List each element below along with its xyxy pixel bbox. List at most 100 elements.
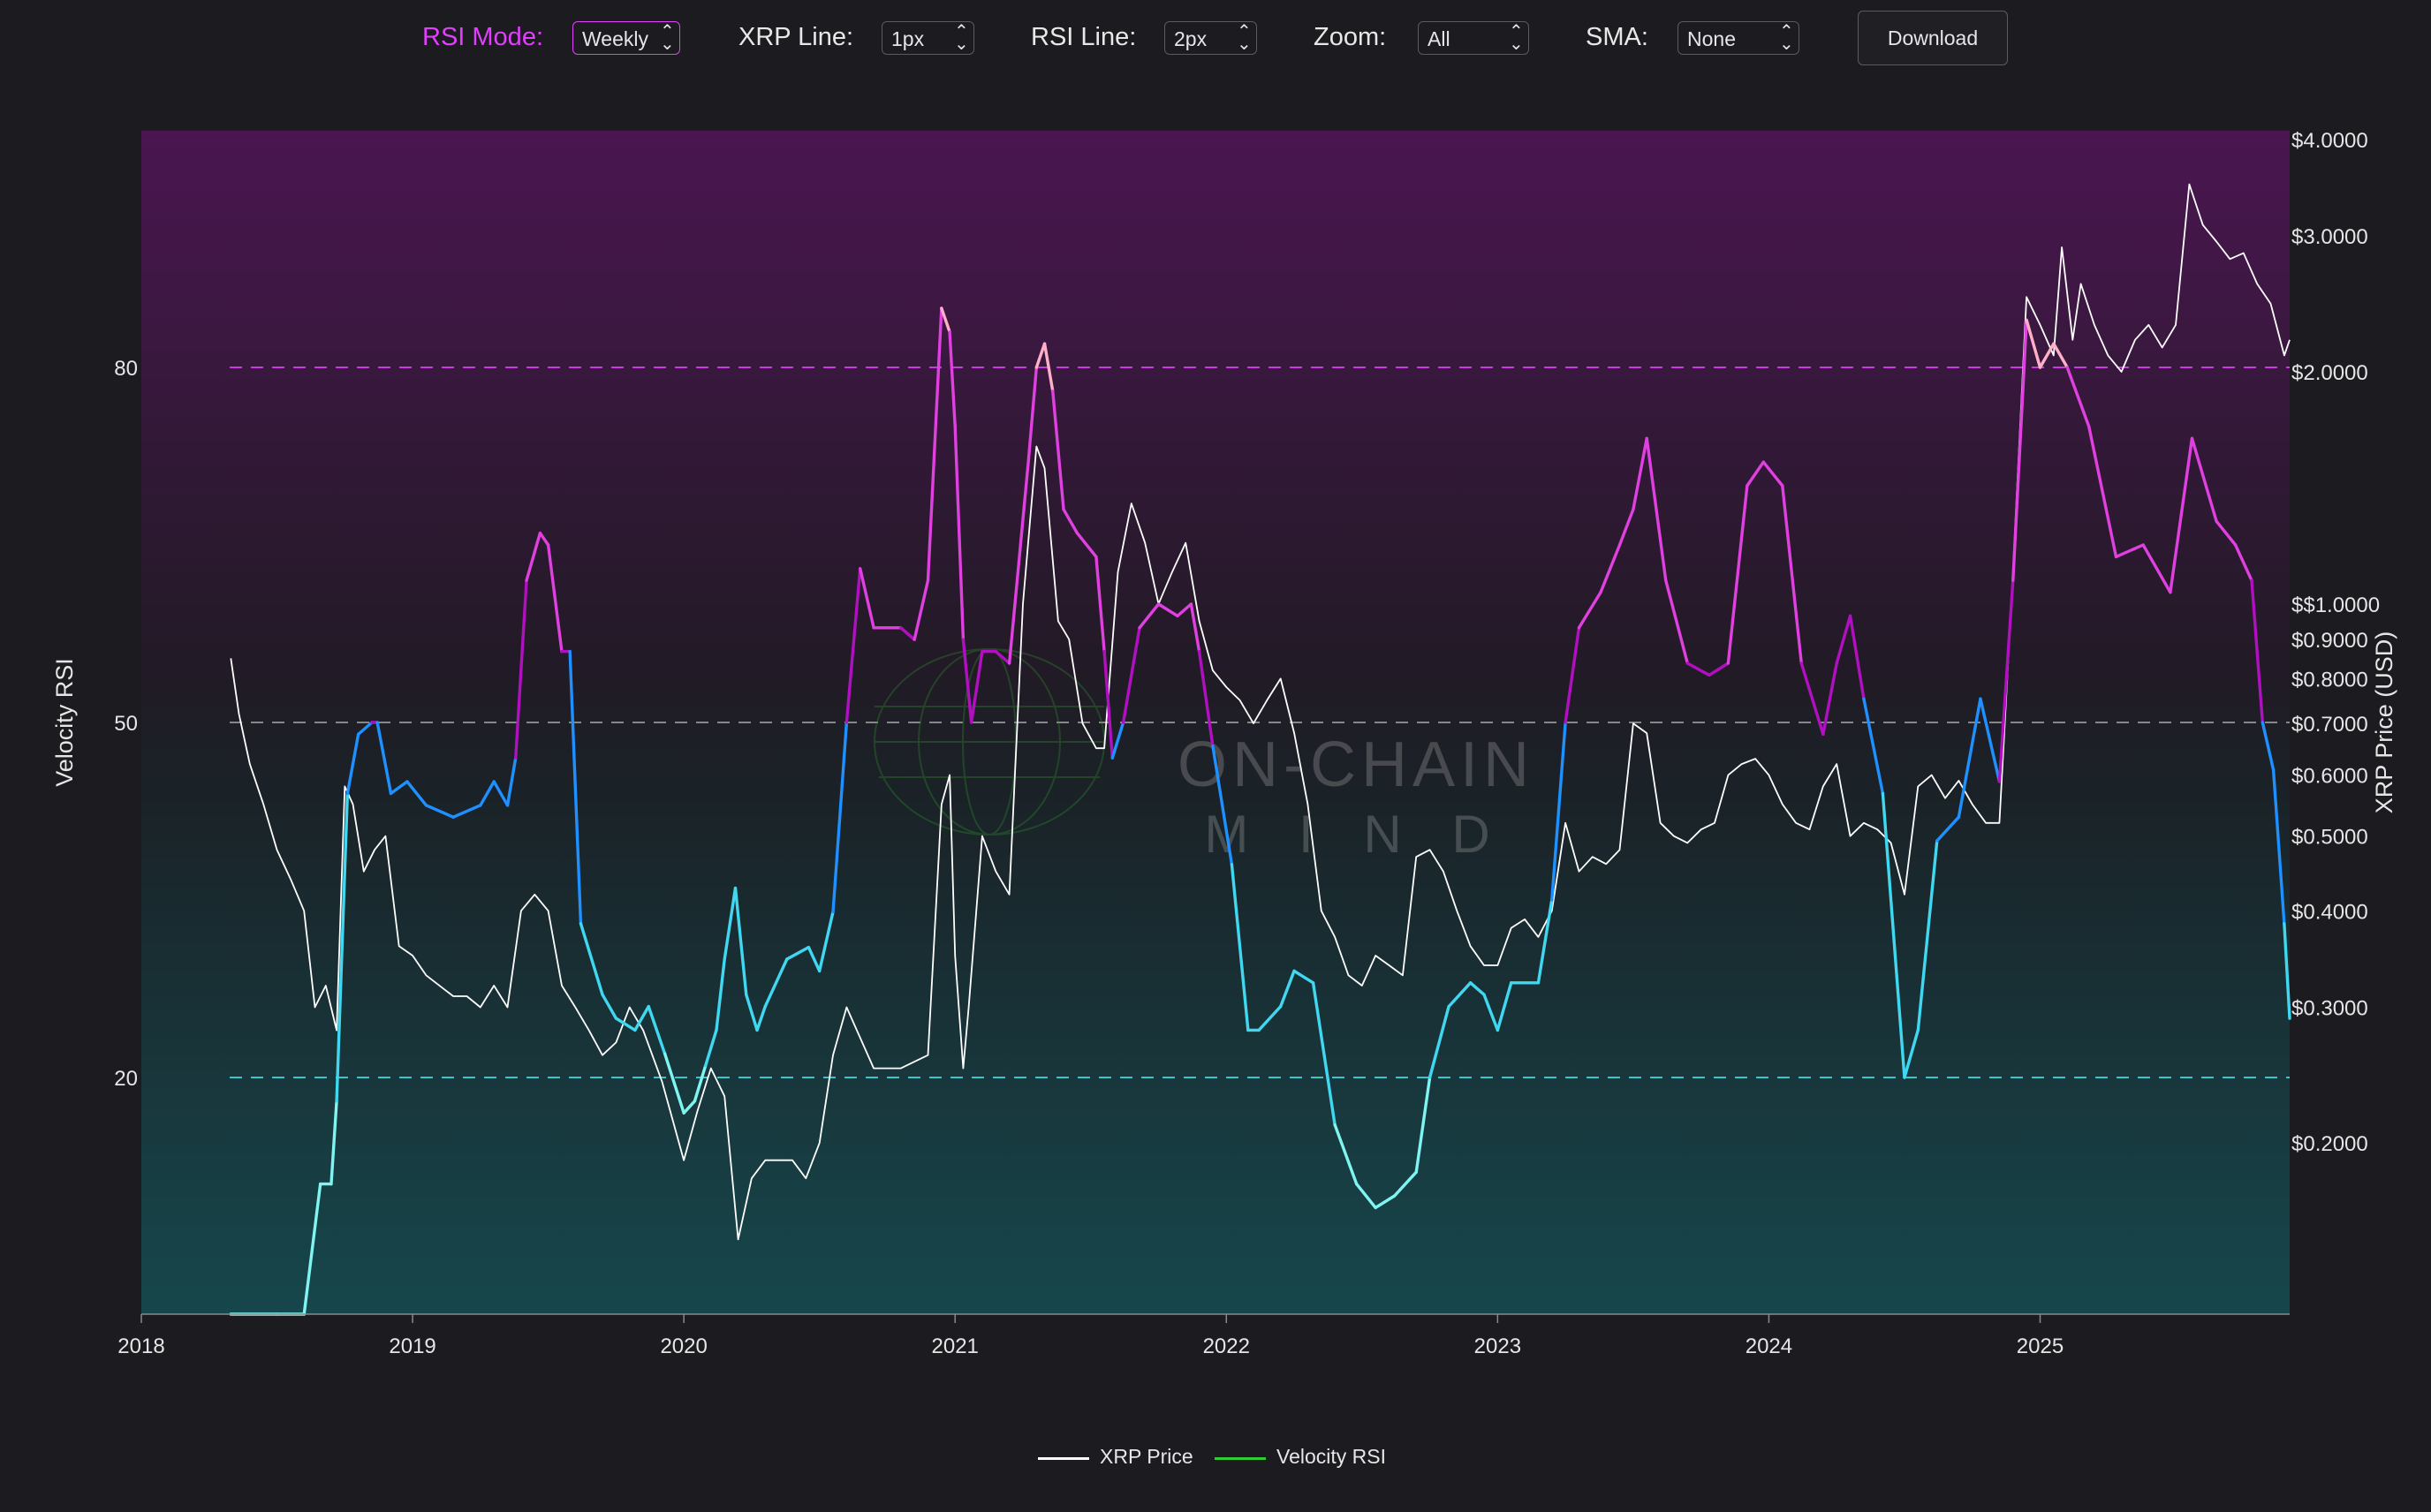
- rsi-mode-select[interactable]: Weekly ⌃ ⌄: [572, 21, 680, 55]
- rsi-segment: [1848, 614, 1866, 700]
- rsi-segment: [2065, 366, 2091, 428]
- rsi-segment: [1354, 1182, 1377, 1210]
- x-tick-label: 2021: [932, 1334, 979, 1358]
- rsi-segment: [492, 780, 510, 807]
- legend-label-xrp[interactable]: XRP Price: [1100, 1445, 1193, 1468]
- rsi-segment: [1102, 649, 1115, 760]
- rsi-segment: [1051, 389, 1065, 511]
- rsi-segment: [579, 922, 604, 996]
- rsi-mode-label: RSI Mode:: [422, 23, 543, 51]
- velocity-rsi-series: [229, 306, 2291, 1316]
- y-left-tick-label: 80: [114, 357, 138, 381]
- xrp-line-select[interactable]: 1px ⌃ ⌄: [882, 21, 974, 55]
- rsi-segment: [1979, 697, 2002, 783]
- rsi-segment: [2141, 543, 2172, 594]
- rsi-segment: [1799, 662, 1825, 737]
- controls-bar: RSI Mode: Weekly ⌃ ⌄ XRP Line: 1px ⌃ ⌄ RSI…: [0, 11, 2431, 67]
- legend-swatch-rsi: [1215, 1457, 1266, 1460]
- y-right-tick-label: $0.4000: [2291, 900, 2368, 924]
- rsi-segment: [1121, 626, 1141, 724]
- zoom-select[interactable]: All ⌃ ⌄: [1418, 21, 1529, 55]
- rsi-segment: [733, 886, 748, 996]
- rsi-segment: [1292, 969, 1315, 985]
- select-chevron-icon: ⌃ ⌄: [954, 22, 969, 54]
- rsi-segment: [2271, 767, 2286, 926]
- rsi-segment: [614, 1017, 637, 1032]
- select-chevron-icon: ⌃ ⌄: [660, 22, 675, 54]
- rsi-segment: [633, 1004, 650, 1032]
- rsi-segment: [1094, 555, 1106, 654]
- rsi-line-select[interactable]: 2px ⌃ ⌄: [1164, 21, 1257, 55]
- rsi-segment: [994, 649, 1011, 665]
- rsi-segment: [745, 993, 759, 1032]
- rsi-segment: [1428, 1004, 1450, 1079]
- rsi-segment: [1110, 721, 1125, 760]
- watermark: ON-CHAIN M I N D: [874, 648, 1534, 864]
- rsi-segment: [926, 306, 943, 582]
- rsi-segment: [1564, 626, 1581, 724]
- rsi-segment: [2011, 318, 2028, 582]
- rsi-segment: [1374, 1194, 1397, 1210]
- sma-select[interactable]: None ⌃ ⌄: [1677, 21, 1799, 55]
- rsi-segment: [1026, 366, 1039, 464]
- rsi-segment: [329, 1100, 338, 1186]
- sma-label: SMA:: [1586, 23, 1648, 51]
- rsi-segment: [1821, 662, 1838, 737]
- y-right-tick-label: $0.6000: [2291, 765, 2368, 789]
- x-axis-ticks: 2018 2019 2020 2021 2022 2023 2024 2025: [117, 1314, 2064, 1358]
- rsi-segment: [568, 649, 583, 926]
- y-right-tick-label: $0.8000: [2291, 668, 2368, 692]
- rsi-segment: [1392, 1170, 1418, 1198]
- left-axis-title: Velocity RSI: [51, 658, 78, 787]
- rsi-segment: [405, 780, 428, 807]
- rsi-segment: [1577, 590, 1602, 630]
- rsi-segment: [755, 1004, 767, 1032]
- rsi-segment: [715, 957, 726, 1032]
- rsi-segment: [1447, 981, 1473, 1009]
- x-tick-label: 2020: [660, 1334, 707, 1358]
- x-tick-label: 2023: [1474, 1334, 1521, 1358]
- rsi-segment: [1761, 460, 1784, 488]
- rsi-segment: [1746, 460, 1765, 488]
- rsi-segment: [1075, 531, 1098, 559]
- y-left-tick-label: 50: [114, 712, 138, 736]
- rsi-segment: [2283, 922, 2291, 1020]
- rsi-segment: [1664, 578, 1690, 665]
- rsi-line-label: RSI Line:: [1031, 23, 1137, 51]
- rsi-segment: [2087, 425, 2118, 559]
- watermark-line2: M I N D: [1204, 805, 1507, 864]
- rsi-segment: [1599, 543, 1622, 594]
- rsi-segment: [969, 649, 984, 724]
- watermark-line1: ON-CHAIN: [1178, 730, 1534, 800]
- rsi-segment: [1708, 662, 1730, 677]
- rsi-segment: [1726, 484, 1749, 665]
- xrp-line-value: 1px: [891, 27, 925, 50]
- rsi-segment: [785, 945, 811, 961]
- rsi-segment: [953, 425, 966, 641]
- rsi-segment: [2261, 721, 2276, 772]
- rsi-segment: [2190, 436, 2218, 523]
- rsi-segment: [1062, 508, 1079, 535]
- rsi-segment: [1211, 745, 1234, 866]
- rsi-segment: [961, 638, 973, 724]
- rsi-segment: [1632, 436, 1648, 511]
- y-right-tick-label: $0.7000: [2291, 713, 2368, 737]
- x-tick-label: 2025: [2017, 1334, 2064, 1358]
- rsi-segment: [1278, 969, 1296, 1009]
- rsi-segment: [1881, 791, 1906, 1079]
- download-button[interactable]: Download: [1858, 11, 2008, 65]
- rsi-segment: [1957, 697, 1982, 819]
- rsi-segment: [2215, 519, 2238, 547]
- select-chevron-icon: ⌃ ⌄: [1237, 22, 1252, 54]
- zoom-label: Zoom:: [1314, 23, 1387, 51]
- rsi-segment: [1197, 649, 1215, 748]
- xrp-line-label: XRP Line:: [738, 23, 854, 51]
- xrp-price-line: [230, 183, 2291, 1241]
- legend-label-rsi[interactable]: Velocity RSI: [1276, 1445, 1386, 1468]
- rsi-segment: [356, 721, 374, 737]
- rsi-segment: [1916, 839, 1939, 1032]
- rsi-segment: [389, 780, 409, 796]
- rsi-segment: [2250, 578, 2264, 724]
- rsi-segment: [913, 578, 930, 641]
